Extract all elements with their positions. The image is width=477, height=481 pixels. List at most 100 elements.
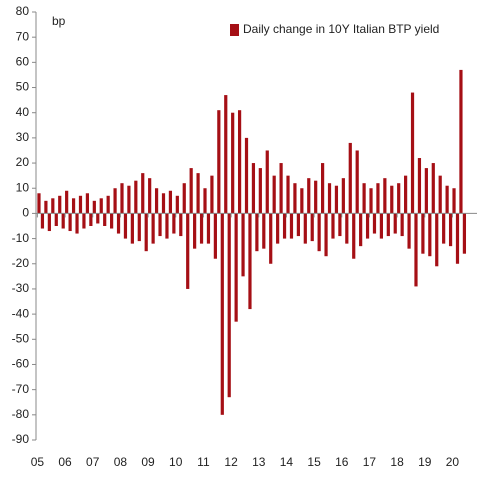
bar bbox=[407, 213, 411, 249]
bar bbox=[168, 190, 173, 214]
y-tick-label: 40 bbox=[16, 105, 30, 119]
legend-label: Daily change in 10Y Italian BTP yield bbox=[243, 22, 439, 36]
bar bbox=[459, 69, 463, 214]
bar bbox=[445, 185, 449, 214]
bar bbox=[141, 173, 145, 214]
bar bbox=[182, 183, 186, 214]
bar bbox=[241, 213, 245, 277]
bar bbox=[120, 183, 124, 214]
x-tick-label: 05 bbox=[31, 455, 45, 469]
bar bbox=[96, 213, 100, 224]
x-tick-label: 19 bbox=[418, 455, 432, 469]
bar bbox=[137, 213, 141, 242]
bar bbox=[61, 213, 65, 229]
bar bbox=[113, 188, 117, 214]
bar bbox=[462, 213, 467, 254]
bar bbox=[106, 195, 110, 214]
bar bbox=[272, 175, 276, 214]
bar bbox=[206, 213, 211, 244]
y-tick-label: -10 bbox=[12, 231, 30, 245]
bar bbox=[386, 213, 390, 237]
y-tick-label: 70 bbox=[16, 29, 30, 43]
x-tick-label: 15 bbox=[307, 455, 321, 469]
bar bbox=[276, 213, 280, 244]
bar bbox=[421, 213, 425, 254]
bar bbox=[144, 213, 148, 252]
bar bbox=[417, 158, 422, 214]
bar bbox=[314, 180, 318, 214]
bar bbox=[424, 168, 428, 214]
bar bbox=[44, 200, 48, 214]
bar bbox=[71, 198, 76, 214]
bar bbox=[217, 110, 221, 214]
y-tick-label: 80 bbox=[16, 4, 30, 18]
bar bbox=[383, 178, 387, 214]
bar bbox=[269, 213, 273, 264]
bar bbox=[224, 95, 228, 214]
bar bbox=[186, 213, 190, 289]
bar bbox=[355, 150, 359, 214]
bar bbox=[172, 213, 176, 234]
bar bbox=[116, 213, 121, 234]
bar bbox=[54, 213, 58, 226]
x-tick-label: 09 bbox=[141, 455, 155, 469]
bar bbox=[234, 213, 238, 322]
bar bbox=[262, 213, 266, 249]
bar bbox=[158, 213, 162, 237]
bar bbox=[189, 168, 193, 214]
bar bbox=[154, 188, 159, 214]
bar bbox=[265, 150, 269, 214]
bar bbox=[130, 213, 134, 244]
y-tick-label: -40 bbox=[12, 306, 30, 320]
bar bbox=[365, 213, 370, 239]
bar bbox=[414, 213, 418, 287]
bar bbox=[455, 213, 460, 264]
bar bbox=[379, 213, 383, 239]
bar bbox=[82, 213, 86, 229]
y-tick-label: 10 bbox=[16, 180, 30, 194]
bar bbox=[282, 213, 287, 239]
bar bbox=[127, 185, 131, 214]
bar bbox=[341, 178, 345, 214]
bar bbox=[58, 195, 62, 214]
y-tick-label: 50 bbox=[16, 80, 30, 94]
bar bbox=[220, 213, 224, 415]
bar bbox=[289, 213, 294, 239]
y-tick-label: -70 bbox=[12, 382, 30, 396]
bar bbox=[397, 183, 401, 214]
bar bbox=[293, 183, 297, 214]
bar bbox=[393, 213, 397, 234]
bar bbox=[213, 213, 217, 259]
bar bbox=[279, 163, 283, 214]
bar bbox=[99, 198, 103, 214]
bar bbox=[227, 213, 231, 398]
bar bbox=[51, 198, 55, 214]
bar bbox=[199, 213, 204, 244]
x-tick-label: 10 bbox=[169, 455, 183, 469]
bar bbox=[179, 213, 183, 237]
x-tick-label: 17 bbox=[363, 455, 377, 469]
x-tick-label: 06 bbox=[58, 455, 72, 469]
bar bbox=[248, 213, 252, 310]
bar bbox=[362, 183, 366, 214]
bar bbox=[324, 213, 328, 257]
bar bbox=[255, 213, 259, 252]
bar bbox=[37, 193, 41, 214]
x-tick-label: 13 bbox=[252, 455, 266, 469]
y-tick-label: 20 bbox=[16, 155, 30, 169]
bar bbox=[438, 175, 442, 214]
bar bbox=[352, 213, 356, 259]
bar bbox=[75, 213, 79, 234]
bar bbox=[244, 137, 249, 214]
bar bbox=[410, 92, 415, 214]
bar bbox=[348, 142, 352, 214]
y-tick-label: 60 bbox=[16, 55, 30, 69]
bar bbox=[452, 188, 456, 214]
bar bbox=[258, 168, 262, 214]
bar bbox=[390, 185, 394, 214]
bar bbox=[338, 213, 342, 237]
y-tick-label: 0 bbox=[22, 206, 29, 220]
bar bbox=[317, 213, 321, 252]
bar bbox=[251, 163, 256, 214]
